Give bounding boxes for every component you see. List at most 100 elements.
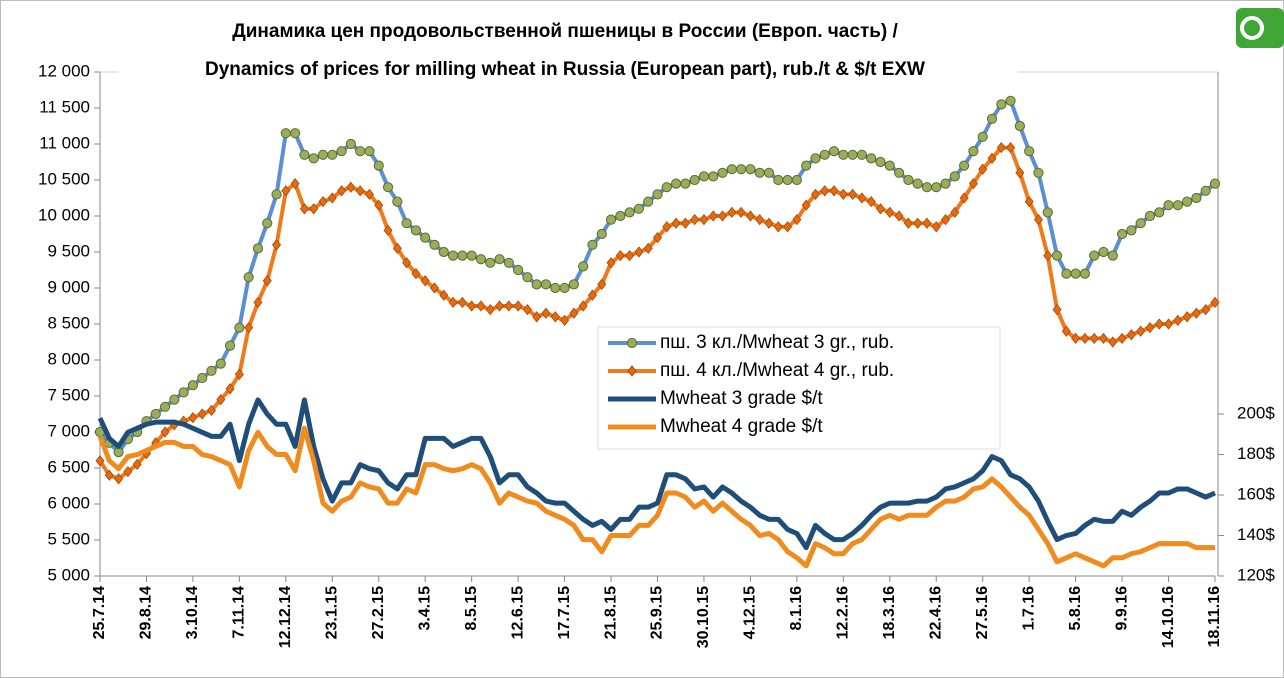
x-tick-label: 7.11.14	[231, 586, 248, 639]
marker	[829, 185, 839, 197]
marker	[262, 275, 272, 287]
marker	[968, 146, 979, 157]
marker	[792, 213, 802, 226]
marker	[810, 153, 821, 164]
legend-label: пш. 4 кл./Mwheat 4 gr., rub.	[660, 360, 894, 381]
marker	[1145, 321, 1155, 334]
marker	[1052, 303, 1062, 316]
marker	[169, 394, 180, 405]
marker	[532, 311, 542, 323]
y-tick-label: 8 500	[47, 313, 90, 332]
marker	[949, 171, 960, 182]
marker	[680, 217, 690, 229]
marker	[727, 206, 737, 219]
x-tick-label: 3.4.15	[416, 586, 433, 631]
marker	[569, 307, 579, 319]
marker	[281, 185, 291, 197]
marker	[187, 380, 199, 391]
marker	[317, 149, 329, 160]
marker	[652, 231, 663, 244]
marker	[736, 206, 746, 219]
marker	[429, 282, 440, 294]
y-tick-label: 5 500	[47, 529, 90, 548]
marker	[913, 217, 923, 229]
marker	[1126, 225, 1137, 236]
marker	[848, 188, 858, 201]
marker	[894, 210, 904, 222]
x-tick-label: 8.1.16	[788, 586, 805, 631]
y-tick-label: 9 000	[47, 277, 90, 296]
marker	[931, 221, 941, 233]
marker	[1051, 250, 1063, 261]
marker	[123, 465, 133, 478]
marker	[429, 239, 440, 250]
marker	[150, 408, 161, 420]
marker	[262, 218, 273, 229]
marker	[1173, 314, 1183, 327]
x-tick-label: 4.12.15	[742, 586, 759, 639]
marker	[178, 387, 189, 398]
marker	[309, 203, 319, 215]
marker	[578, 300, 588, 312]
marker	[699, 213, 709, 226]
x-tick-label: 9.9.16	[1113, 586, 1130, 631]
marker	[1201, 303, 1211, 316]
marker	[680, 178, 691, 189]
marker	[643, 196, 654, 207]
marker	[216, 393, 226, 406]
marker	[568, 279, 579, 290]
marker	[1033, 213, 1043, 226]
y-tick-label: 7 500	[47, 385, 90, 404]
x-tick-label: 29.8.14	[138, 586, 155, 639]
marker	[670, 178, 682, 189]
marker	[559, 282, 570, 294]
marker	[1005, 95, 1016, 106]
marker	[801, 199, 811, 211]
marker	[718, 210, 728, 222]
x-tick-label: 25.9.15	[649, 586, 666, 639]
marker	[605, 214, 617, 225]
marker	[485, 257, 496, 268]
marker	[439, 289, 449, 301]
marker	[1024, 146, 1035, 157]
marker	[392, 242, 402, 255]
marker	[327, 192, 337, 204]
marker	[160, 426, 170, 438]
marker	[224, 340, 236, 351]
marker	[690, 213, 700, 226]
x-tick-label: 8.5.15	[463, 586, 480, 631]
marker	[503, 257, 514, 268]
marker	[615, 249, 625, 262]
marker	[736, 164, 747, 175]
marker	[755, 213, 765, 226]
marker	[1191, 307, 1201, 319]
marker	[662, 221, 672, 233]
x-tick-label: 18.11.16	[1206, 586, 1223, 648]
marker	[401, 218, 412, 229]
marker	[467, 300, 477, 312]
marker	[726, 164, 737, 175]
marker	[438, 246, 449, 258]
marker	[550, 282, 561, 294]
marker	[941, 213, 951, 226]
x-tick-label: 27.2.15	[370, 586, 387, 639]
marker	[95, 455, 105, 467]
marker	[1061, 268, 1072, 279]
x-tick-label: 30.10.15	[695, 586, 712, 648]
marker	[114, 473, 124, 485]
marker	[615, 210, 626, 222]
marker	[643, 242, 653, 255]
marker	[838, 188, 848, 201]
marker	[485, 303, 495, 316]
marker	[884, 160, 895, 171]
y-tick-label: 9 500	[47, 241, 90, 260]
marker	[1098, 246, 1109, 258]
marker	[764, 217, 774, 229]
logo-mark	[1240, 16, 1264, 40]
y-tick-label: 6 000	[47, 493, 90, 512]
series-line	[97, 397, 1216, 551]
marker	[801, 160, 812, 171]
marker	[847, 149, 858, 160]
marker	[597, 278, 607, 291]
